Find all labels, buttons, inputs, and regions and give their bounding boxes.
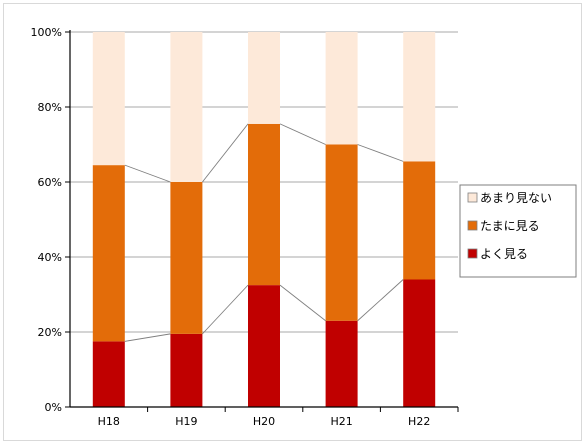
- x-tick-label: H18: [98, 415, 120, 428]
- legend-swatch: [467, 192, 478, 203]
- bar-segment: [403, 161, 436, 280]
- x-tick-label: H19: [175, 415, 197, 428]
- x-tick-label: H22: [408, 415, 430, 428]
- bar-segment: [170, 333, 203, 407]
- bar-segment: [170, 32, 203, 182]
- legend-label: あまり見ない: [480, 191, 552, 205]
- bar-segment: [325, 144, 358, 321]
- bar-segment: [325, 320, 358, 407]
- legend-label: よく見る: [480, 247, 528, 261]
- bar-segment: [92, 165, 125, 342]
- axis-layer: 0% 20% 40% 60% 80% 100% H18 H19 H20 H21 H22: [31, 26, 459, 428]
- legend-label: たまに見る: [480, 219, 540, 233]
- bar-segment: [92, 32, 125, 166]
- series-connector-line: [357, 144, 404, 162]
- series-connector-line: [124, 164, 171, 183]
- y-tick-label: 20%: [38, 326, 62, 339]
- bar-segment: [403, 279, 436, 407]
- bar-layer: [92, 32, 436, 407]
- x-tick-label: H21: [330, 415, 352, 428]
- series-connector-line: [357, 279, 404, 322]
- bar-segment: [248, 285, 280, 407]
- bar-segment: [248, 123, 280, 286]
- bar-segment: [248, 32, 280, 124]
- bar-segment: [92, 341, 125, 407]
- y-tick-label: 100%: [31, 26, 62, 39]
- legend-swatch: [467, 248, 478, 259]
- legend-swatch: [467, 220, 478, 231]
- x-tick-label: H20: [253, 415, 275, 428]
- series-line-layer: [124, 123, 404, 342]
- y-tick-label: 80%: [38, 101, 62, 114]
- bar-segment: [325, 32, 358, 145]
- series-connector-line: [279, 123, 326, 145]
- bar-segment: [170, 182, 203, 334]
- chart-border: [3, 3, 582, 441]
- y-tick-label: 40%: [38, 251, 62, 264]
- series-connector-line: [202, 284, 249, 335]
- series-connector-line: [202, 123, 249, 183]
- grid-layer: [3, 3, 582, 441]
- legend-box: [459, 184, 577, 278]
- bar-segment: [403, 32, 436, 162]
- series-connector-line: [279, 284, 326, 322]
- y-tick-label: 60%: [38, 176, 62, 189]
- y-tick-label: 0%: [45, 401, 62, 414]
- series-connector-line: [124, 333, 171, 342]
